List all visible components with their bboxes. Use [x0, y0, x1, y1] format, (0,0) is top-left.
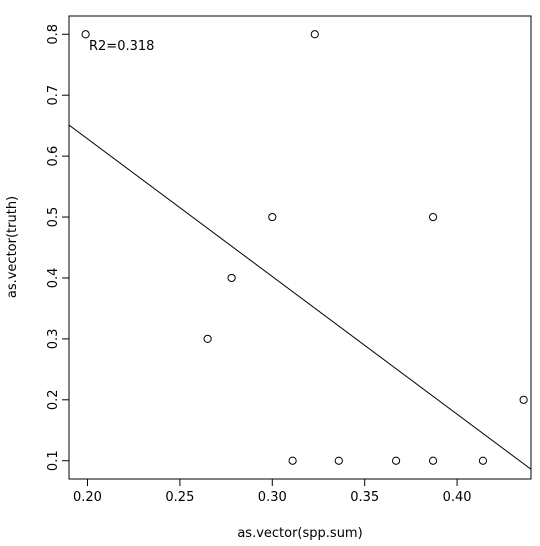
- y-axis-title: as.vector(truth): [5, 196, 20, 298]
- x-tick-label: 0.30: [258, 490, 287, 505]
- data-point: [478, 456, 488, 465]
- x-tick-label: 0.35: [350, 490, 379, 505]
- x-axis-title: as.vector(spp.sum): [237, 526, 362, 541]
- y-tick-label: 0.3: [46, 329, 61, 350]
- data-point: [428, 212, 438, 222]
- data-point: [81, 30, 90, 39]
- data-point: [288, 456, 297, 465]
- x-tick-label: 0.20: [73, 490, 102, 505]
- x-axis: 0.20 0.25 0.30 0.35 0.40: [73, 479, 472, 505]
- y-tick-label: 0.1: [46, 450, 61, 471]
- y-tick-label: 0.2: [46, 389, 61, 410]
- data-point: [391, 456, 401, 465]
- y-tick-label: 0.4: [46, 268, 61, 289]
- regression-line: [68, 124, 532, 470]
- y-tick-label: 0.8: [46, 24, 61, 45]
- data-point: [203, 334, 212, 343]
- data-point: [519, 395, 528, 404]
- data-point: [428, 456, 438, 465]
- data-points: [81, 30, 528, 465]
- data-point: [310, 30, 319, 39]
- y-tick-label: 0.5: [46, 207, 61, 228]
- y-axis: 0.1 0.2 0.3 0.4 0.5 0.6 0.7 0.8: [46, 24, 69, 471]
- r2-annotation: R2=0.318: [89, 39, 154, 54]
- plot-frame: [68, 15, 532, 480]
- x-tick-label: 0.40: [443, 490, 472, 505]
- y-tick-label: 0.6: [46, 146, 61, 167]
- x-tick-label: 0.25: [165, 490, 194, 505]
- data-point: [334, 456, 343, 465]
- data-point: [227, 273, 236, 283]
- data-point: [268, 212, 277, 222]
- y-tick-label: 0.7: [46, 85, 61, 106]
